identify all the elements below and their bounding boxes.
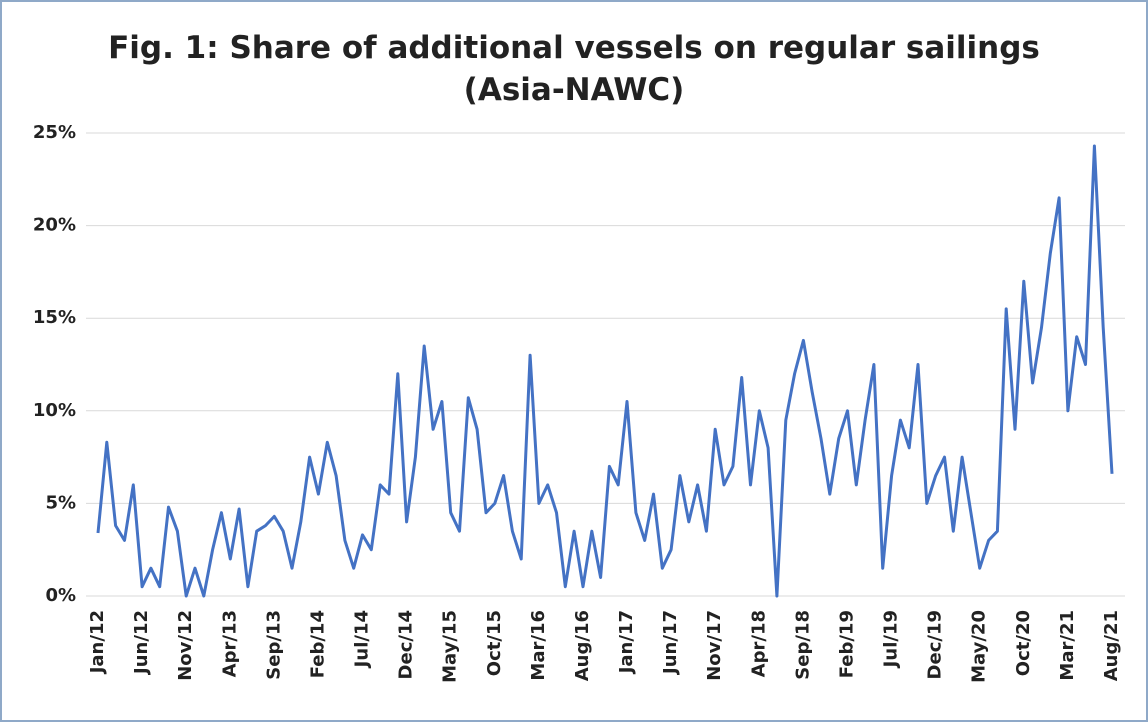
y-tick-label: 5% bbox=[45, 492, 76, 513]
x-tick-label: Dec/19 bbox=[925, 610, 946, 679]
x-tick-label: Nov/17 bbox=[704, 610, 725, 681]
y-tick-label: 15% bbox=[33, 307, 76, 328]
x-tick-label: Jan/12 bbox=[87, 610, 108, 675]
y-tick-label: 10% bbox=[33, 400, 76, 421]
x-tick-label: Jul/19 bbox=[881, 610, 902, 669]
chart-title: Fig. 1: Share of additional vessels on r… bbox=[108, 30, 1040, 66]
x-tick-label: Feb/19 bbox=[836, 610, 857, 678]
x-tick-label: Aug/21 bbox=[1101, 610, 1122, 681]
x-tick-label: Sep/13 bbox=[263, 610, 284, 680]
data-line bbox=[96, 144, 1114, 598]
x-tick-label: Nov/12 bbox=[175, 610, 196, 681]
x-tick-label: Jul/14 bbox=[352, 610, 373, 669]
y-tick-label: 25% bbox=[33, 122, 76, 143]
x-tick-label: Oct/15 bbox=[484, 610, 505, 676]
x-tick-label: Dec/14 bbox=[396, 610, 417, 679]
x-tick-label: Oct/20 bbox=[1013, 610, 1034, 676]
x-tick-label: Jun/17 bbox=[660, 610, 681, 676]
x-tick-label: Apr/13 bbox=[219, 610, 240, 677]
x-tick-label: Mar/21 bbox=[1057, 610, 1078, 681]
x-tick-label: May/20 bbox=[969, 610, 990, 683]
y-tick-label: 20% bbox=[33, 215, 76, 236]
x-tick-label: Sep/18 bbox=[792, 610, 813, 680]
x-tick-label: May/15 bbox=[440, 610, 461, 683]
x-tick-label: Aug/16 bbox=[572, 610, 593, 681]
x-tick-label: Feb/14 bbox=[307, 610, 328, 678]
chart-title: (Asia-NAWC) bbox=[464, 72, 685, 108]
y-tick-label: 0% bbox=[45, 585, 76, 606]
x-tick-label: Jan/17 bbox=[616, 610, 637, 675]
x-tick-label: Mar/16 bbox=[528, 610, 549, 681]
x-tick-label: Apr/18 bbox=[748, 610, 769, 677]
x-tick-label: Jun/12 bbox=[131, 610, 152, 676]
